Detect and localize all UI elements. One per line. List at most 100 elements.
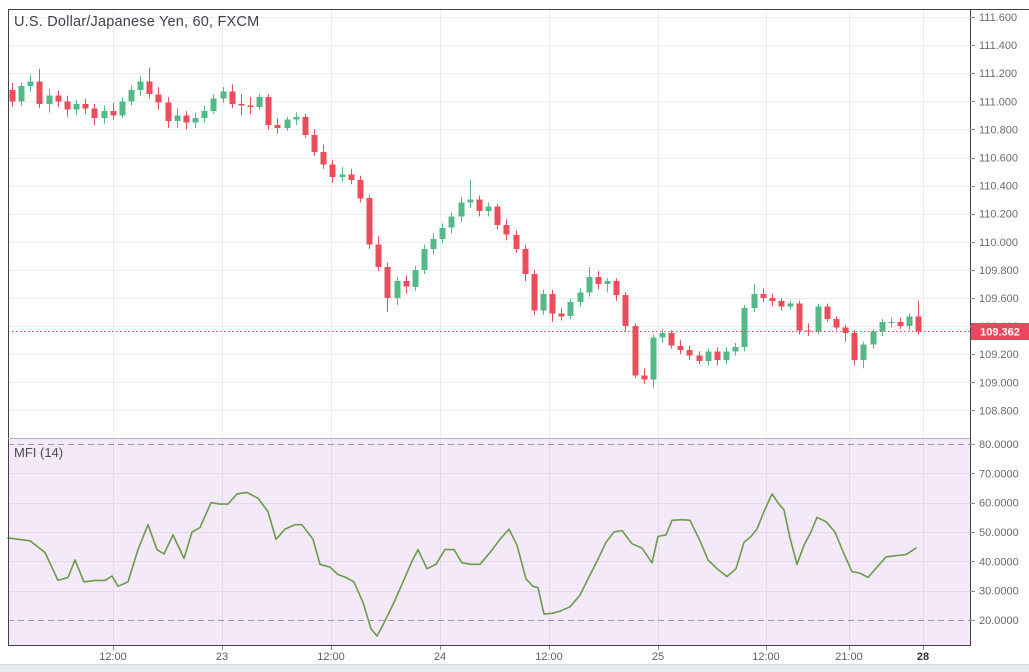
candle-body [879,321,886,332]
candle [55,90,62,107]
candle-body [320,151,327,165]
candle [375,236,382,272]
candle-body [842,327,849,334]
candle [622,292,629,332]
candle-body [46,95,53,105]
candle [73,99,80,116]
candle-body [256,97,263,107]
candle [348,168,355,185]
bottom-strip [0,665,1029,672]
candle-body [696,355,703,362]
candle [796,300,803,335]
candle-body [677,345,684,350]
candle [714,347,721,366]
candle [384,262,391,312]
candle [101,105,108,124]
mfi-pane[interactable] [8,439,970,645]
candle [915,300,922,335]
mfi-axis-label: 60.0000 [979,498,1019,510]
candle-body [311,135,318,152]
candle-body [55,95,62,102]
candle [448,212,455,234]
candle [155,87,162,110]
candle-body [174,115,181,121]
candle [220,87,227,103]
candle-body [128,90,135,102]
candle-body [302,116,309,136]
time-axis-label: 12:00 [535,651,563,663]
candle [696,351,703,364]
candle [641,368,648,384]
candle [174,108,181,128]
candle-body [622,295,629,327]
candle [274,118,281,134]
candle-body [210,98,217,112]
mfi-axis-label: 80.0000 [979,439,1019,451]
candle [732,343,739,356]
candle [284,116,291,131]
candle [595,271,602,290]
candle-body [439,227,446,239]
candle [723,347,730,364]
candle [329,160,336,183]
candle-body [146,81,153,95]
candle-body [101,111,108,119]
candle-body [91,108,98,119]
candle-body [540,293,547,311]
candle-body [412,269,419,287]
candle-body [238,104,245,106]
candle-body [64,101,71,110]
candle-body [751,293,758,308]
candle [119,97,126,119]
candle-body [613,281,620,296]
candle-body [448,216,455,228]
candle [833,316,840,331]
candle-body [458,202,465,217]
price-axis-label: 111.000 [979,96,1017,108]
candle [165,97,172,128]
mfi-axis-label: 20.0000 [979,615,1019,627]
candle [778,298,785,311]
candle [467,180,474,209]
candle [128,85,135,106]
candle-body [769,298,776,301]
last-price-badge [971,323,1029,340]
candle [46,88,53,113]
candle-body [632,326,639,376]
candle-body [137,81,144,90]
candle-body [705,351,712,362]
candle [540,289,547,315]
candle [888,317,895,328]
candle [210,94,217,114]
candle-body [9,90,16,102]
candle [412,265,419,291]
candle-body [732,347,739,352]
indicator-label[interactable]: MFI (14) [14,445,64,460]
candle-body [851,333,858,360]
candle [18,83,25,106]
symbol-title[interactable]: U.S. Dollar/Japanese Yen, 60, FXCM [14,14,260,30]
candle [421,244,428,275]
candle-body [183,115,190,123]
candle-body [274,125,281,128]
candle [897,317,904,329]
candle [668,330,675,349]
candle [302,113,309,138]
candle [906,313,913,331]
candle-body [778,300,785,307]
candle-body [229,91,236,105]
candle [485,202,492,217]
candle-body [860,344,867,360]
candle-body [558,313,565,317]
price-axis-label: 110.600 [979,153,1018,165]
candle [82,98,89,114]
time-axis[interactable] [0,646,1029,665]
candle [366,195,373,249]
candle [760,288,767,303]
price-axis-label: 109.600 [979,293,1019,305]
candle-body [760,293,767,298]
price-pane[interactable] [8,9,970,438]
candle [870,328,877,349]
candle [339,167,346,182]
